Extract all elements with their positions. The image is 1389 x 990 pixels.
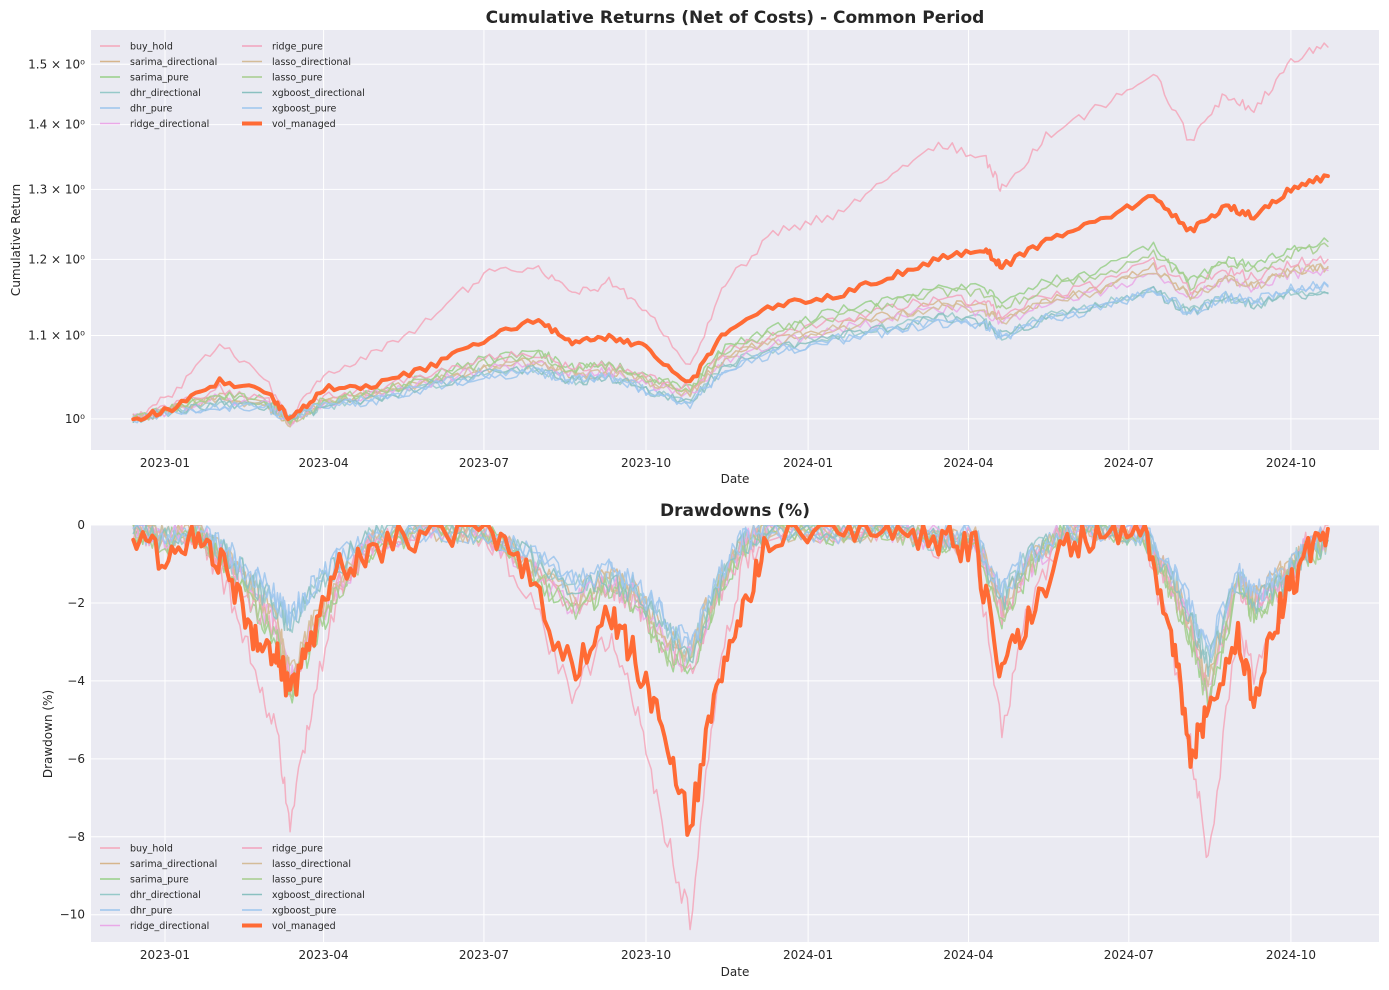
cumulative-returns-legend-label: ridge_directional bbox=[130, 119, 209, 130]
drawdowns-y-tick-label: −10 bbox=[60, 908, 85, 922]
drawdowns-legend-label: lasso_pure bbox=[272, 875, 323, 886]
drawdowns-x-tick-label: 2023-04 bbox=[299, 948, 349, 962]
cumulative-returns-series-line-xgboost-directional bbox=[132, 285, 1329, 423]
cumulative-returns-legend-label: buy_hold bbox=[130, 42, 173, 53]
cumulative-returns-legend-label: lasso_pure bbox=[272, 73, 323, 84]
cumulative-returns-x-tick-label: 2023-10 bbox=[621, 456, 671, 470]
cumulative-returns-series-line-ridge-directional bbox=[132, 267, 1329, 428]
drawdowns-x-tick-label: 2023-10 bbox=[621, 948, 671, 962]
cumulative-returns-y-tick-label: 1.5 × 10⁰ bbox=[28, 57, 85, 71]
drawdowns-lines bbox=[131, 525, 1330, 931]
cumulative-returns-series-line-lasso-directional bbox=[132, 263, 1329, 428]
drawdowns-x-tick-label: 2024-04 bbox=[943, 948, 993, 962]
drawdowns-legend-label: ridge_directional bbox=[130, 921, 209, 932]
drawdowns-x-tick-label: 2023-07 bbox=[459, 948, 509, 962]
drawdowns-chart: 2023-01 2023-04 2023-07 2023-10 2024-01 2024-… bbox=[41, 501, 1379, 979]
cumulative-returns-y-tick-label: 1.2 × 10⁰ bbox=[28, 252, 85, 266]
cumulative-returns-y-tick-label: 1.1 × 10⁰ bbox=[28, 329, 85, 343]
cumulative-returns-y-tick-label: 10⁰ bbox=[65, 412, 85, 426]
drawdowns-y-tick-label: 0 bbox=[77, 518, 85, 532]
cumulative-returns-legend-label: sarima_pure bbox=[130, 73, 189, 84]
cumulative-returns-title: Cumulative Returns (Net of Costs) - Comm… bbox=[486, 8, 985, 28]
drawdowns-series-line-vol-managed bbox=[131, 525, 1330, 837]
drawdowns-x-tick-label: 2024-10 bbox=[1266, 948, 1316, 962]
drawdowns-series-line-sarima-pure bbox=[132, 525, 1329, 708]
cumulative-returns-x-tick-label: 2023-07 bbox=[459, 456, 509, 470]
drawdowns-y-tick-label: −8 bbox=[67, 830, 85, 844]
cumulative-returns-legend-label: xgboost_pure bbox=[272, 104, 336, 115]
drawdowns-legend-label: sarima_pure bbox=[130, 875, 189, 886]
cumulative-returns-x-tick-label: 2024-01 bbox=[783, 456, 833, 470]
drawdowns-grid bbox=[91, 524, 1379, 942]
drawdowns-legend-label: sarima_directional bbox=[130, 859, 217, 870]
cumulative-returns-x-axis-label: Date bbox=[721, 472, 750, 486]
drawdowns-legend-label: xgboost_pure bbox=[272, 906, 336, 917]
cumulative-returns-ticks: 2023-01 2023-04 2023-07 2023-10 2024-01 2024-… bbox=[28, 57, 1316, 470]
drawdowns-ticks: 2023-01 2023-04 2023-07 2023-10 2024-01 2024-… bbox=[60, 518, 1316, 962]
cumulative-returns-legend-label: sarima_directional bbox=[130, 57, 217, 68]
cumulative-returns-lines bbox=[131, 42, 1330, 428]
cumulative-returns-legend-label: vol_managed bbox=[272, 119, 336, 130]
drawdowns-series-line-xgboost-pure bbox=[132, 525, 1329, 659]
drawdowns-series-line-dhr-pure bbox=[132, 525, 1329, 662]
drawdowns-x-tick-label: 2023-01 bbox=[140, 948, 190, 962]
drawdowns-legend-label: dhr_pure bbox=[130, 906, 172, 917]
cumulative-returns-series-line-vol-managed bbox=[131, 173, 1330, 422]
cumulative-returns-y-tick-label: 1.4 × 10⁰ bbox=[28, 118, 85, 132]
cumulative-returns-x-tick-label: 2024-04 bbox=[943, 456, 993, 470]
drawdowns-title: Drawdowns (%) bbox=[660, 501, 810, 521]
cumulative-returns-chart: 2023-01 2023-04 2023-07 2023-10 2024-01 2024-… bbox=[9, 8, 1379, 486]
drawdowns-legend-label: dhr_directional bbox=[130, 890, 201, 901]
drawdowns-legend: buy_hold sarima_directional sarima_puredhr… bbox=[100, 844, 365, 932]
drawdowns-y-tick-label: −2 bbox=[67, 596, 85, 610]
cumulative-returns-plot-area bbox=[91, 30, 1379, 450]
drawdowns-y-axis-label: Drawdown (%) bbox=[41, 690, 55, 778]
drawdowns-x-axis-label: Date bbox=[721, 965, 750, 979]
cumulative-returns-legend-label: xgboost_directional bbox=[272, 88, 365, 99]
drawdowns-legend-label: ridge_pure bbox=[272, 844, 323, 855]
drawdowns-legend-label: vol_managed bbox=[272, 921, 336, 932]
drawdowns-legend-label: lasso_directional bbox=[272, 859, 351, 870]
cumulative-returns-series-line-buy-hold bbox=[132, 42, 1329, 420]
cumulative-returns-y-axis-label: Cumulative Return bbox=[9, 184, 23, 296]
cumulative-returns-x-tick-label: 2024-10 bbox=[1266, 456, 1316, 470]
cumulative-returns-legend-label: dhr_pure bbox=[130, 104, 172, 115]
drawdowns-legend-label: xgboost_directional bbox=[272, 890, 365, 901]
cumulative-returns-legend: buy_hold sarima_directional sarima_puredhr… bbox=[100, 42, 365, 130]
cumulative-returns-x-tick-label: 2023-04 bbox=[299, 456, 349, 470]
cumulative-returns-series-line-xgboost-pure bbox=[132, 280, 1329, 424]
drawdowns-y-tick-label: −6 bbox=[67, 752, 85, 766]
cumulative-returns-y-tick-label: 1.3 × 10⁰ bbox=[28, 182, 85, 196]
drawdowns-x-tick-label: 2024-07 bbox=[1104, 948, 1154, 962]
cumulative-returns-legend-label: dhr_directional bbox=[130, 88, 201, 99]
drawdowns-x-tick-label: 2024-01 bbox=[783, 948, 833, 962]
cumulative-returns-x-tick-label: 2023-01 bbox=[140, 456, 190, 470]
cumulative-returns-grid bbox=[91, 30, 1379, 450]
cumulative-returns-series-line-ridge-pure bbox=[132, 255, 1329, 426]
drawdowns-legend-label: buy_hold bbox=[130, 844, 173, 855]
drawdowns-y-tick-label: −4 bbox=[67, 674, 85, 688]
cumulative-returns-legend-label: ridge_pure bbox=[272, 42, 323, 53]
cumulative-returns-legend-label: lasso_directional bbox=[272, 57, 351, 68]
cumulative-returns-x-tick-label: 2024-07 bbox=[1104, 456, 1154, 470]
